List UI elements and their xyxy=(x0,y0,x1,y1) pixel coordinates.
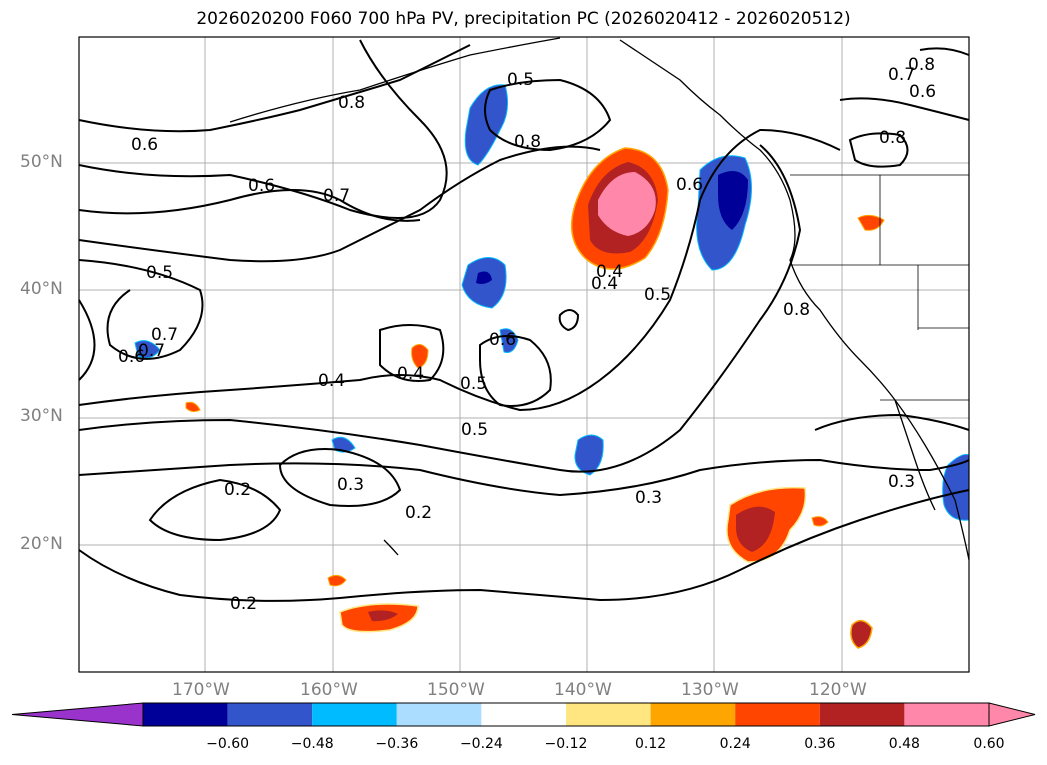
lon-label-130w: 130°W xyxy=(681,680,739,700)
colorbar-tick-label: 0.12 xyxy=(635,736,667,752)
lat-label-30n: 30°N xyxy=(20,406,63,426)
contour-label: 0.6 xyxy=(489,330,517,350)
colorbar-segment xyxy=(227,703,313,726)
contour-label: 0.2 xyxy=(224,480,252,500)
contour-label: 0.4 xyxy=(318,371,346,391)
lon-label-150w: 150°W xyxy=(427,680,485,700)
lon-label-120w: 120°W xyxy=(809,680,867,700)
contour-label: 0.2 xyxy=(230,594,258,614)
contour-label: 0.5 xyxy=(507,70,535,90)
contour-label: 0.6 xyxy=(248,176,276,196)
colorbar-tick-label: −0.12 xyxy=(544,736,588,752)
colorbar-segment xyxy=(735,703,820,726)
contour-label: 0.8 xyxy=(908,55,936,75)
pv-contours xyxy=(78,39,970,602)
lat-label-40n: 40°N xyxy=(20,279,63,299)
contour-label: 0.6 xyxy=(909,82,937,102)
contour-label: 0.7 xyxy=(138,341,166,361)
lon-label-160w: 160°W xyxy=(300,680,358,700)
contour-label: 0.6 xyxy=(676,175,704,195)
colorbar-segment xyxy=(650,703,736,726)
map-frame xyxy=(78,36,970,673)
colorbar-segment xyxy=(396,703,482,726)
contour-label: 0.7 xyxy=(323,186,351,206)
precip-positive-shading xyxy=(185,147,885,649)
colorbar-frame xyxy=(142,702,990,727)
contour-label: 0.5 xyxy=(146,263,174,283)
contour-label: 0.8 xyxy=(879,128,907,148)
lon-label-170w: 170°W xyxy=(172,680,230,700)
contour-label: 0.3 xyxy=(337,475,365,495)
colorbar-segment xyxy=(819,703,905,726)
colorbar-segment xyxy=(566,703,651,726)
colorbar-extend-low xyxy=(11,702,144,727)
colorbar-tick-label: 0.60 xyxy=(973,736,1005,752)
contour-label: 0.4 xyxy=(591,274,619,294)
contour-label: 0.4 xyxy=(397,364,425,384)
contour-label: 0.7 xyxy=(151,325,179,345)
precip-negative-shading xyxy=(134,84,970,521)
colorbar-segment xyxy=(312,703,397,726)
contour-label: 0.8 xyxy=(514,132,542,152)
colorbar-tick-label: 0.48 xyxy=(888,736,920,752)
contour-label: 0.5 xyxy=(461,420,489,440)
contour-label: 0.8 xyxy=(338,93,366,113)
contour-label: 0.3 xyxy=(635,488,663,508)
gridlines xyxy=(79,37,969,672)
lat-label-50n: 50°N xyxy=(20,152,63,172)
colorbar-segment xyxy=(481,703,566,726)
contour-label: 0.8 xyxy=(783,300,811,320)
blue-blob-gulf xyxy=(464,84,509,166)
borders xyxy=(790,174,969,401)
contour-label: 0.5 xyxy=(644,285,672,305)
colorbar-segment xyxy=(143,703,228,726)
contour-label: 0.2 xyxy=(405,503,433,523)
lat-label-20n: 20°N xyxy=(20,534,63,554)
contour-label: 0.4 xyxy=(596,262,624,282)
colorbar-extend-high xyxy=(988,702,1036,727)
colorbar-tick-label: −0.36 xyxy=(375,736,419,752)
contour-label: 0.7 xyxy=(888,65,916,85)
coastlines xyxy=(229,37,970,561)
lon-label-140w: 140°W xyxy=(554,680,612,700)
colorbar-tick-label: −0.48 xyxy=(290,736,334,752)
contour-label: 0.3 xyxy=(888,472,916,492)
colorbar-tick-label: −0.60 xyxy=(206,736,250,752)
contour-label: 0.6 xyxy=(118,347,146,367)
colorbar-tick-label: −0.24 xyxy=(459,736,503,752)
colorbar-tick-label: 0.36 xyxy=(804,736,836,752)
map-title: 2026020200 F060 700 hPa PV, precipitatio… xyxy=(196,9,851,29)
contour-label: 0.5 xyxy=(460,374,488,394)
colorbar xyxy=(11,702,1036,727)
contour-label: 0.6 xyxy=(131,135,159,155)
colorbar-tick-label: 0.24 xyxy=(719,736,751,752)
colorbar-segment xyxy=(904,703,989,726)
